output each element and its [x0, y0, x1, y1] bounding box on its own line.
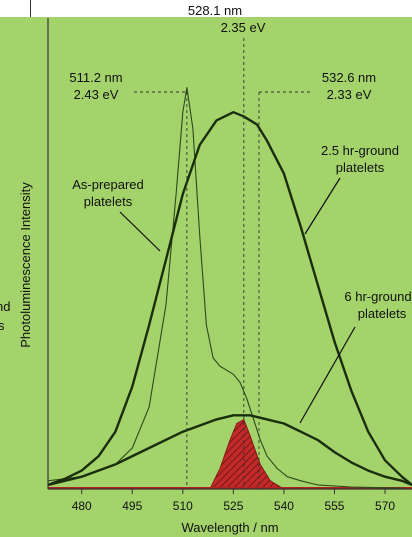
- marker-2-energy: 2.33 eV: [327, 87, 372, 102]
- annotation-as-prepared-line-1: As-prepared: [72, 177, 144, 192]
- x-tick-label-1: 495: [122, 499, 142, 513]
- x-tick-label-0: 480: [72, 499, 92, 513]
- marker-label-2: 532.6 nm 2.33 eV: [322, 70, 376, 102]
- marker-2-wavelength: 532.6 nm: [322, 70, 376, 85]
- series-line-0: [47, 87, 406, 489]
- annotation-as-prepared-line-2: platelets: [84, 194, 133, 209]
- left-fragment-2: nd: [0, 299, 10, 314]
- top-white-strip: [0, 0, 412, 17]
- annotation-6hr-line-2: platelets: [358, 306, 407, 321]
- series-line-2: [47, 414, 412, 487]
- x-axis-title: Wavelength / nm: [181, 520, 278, 535]
- x-tick-label-5: 555: [324, 499, 344, 513]
- marker-label-0: 511.2 nm 2.43 eV: [69, 70, 122, 102]
- left-fragment-1: l: [0, 150, 1, 165]
- marker-1-energy: 2.35 eV: [221, 20, 266, 35]
- marker-label-1: 528.1 nm 2.35 eV: [188, 3, 266, 35]
- x-tick-label-2: 510: [173, 499, 193, 513]
- left-fragment-3: s: [0, 318, 5, 333]
- y-axis-title: Photoluminescence Intensity: [18, 182, 33, 348]
- marker-1-wavelength: 528.1 nm: [188, 3, 242, 18]
- annotation-2-5hr-line-1: 2.5 hr-ground: [321, 143, 399, 158]
- annotation-6hr-arrow: [299, 326, 356, 424]
- x-tick-label-4: 540: [274, 499, 294, 513]
- annotation-6hr-line-1: 6 hr-ground: [344, 289, 411, 304]
- annotation-2-5hr-line-2: platelets: [336, 160, 385, 175]
- series-overlap-fill: [209, 418, 286, 490]
- marker-0-energy: 2.43 eV: [74, 87, 119, 102]
- x-tick-label-3: 525: [223, 499, 243, 513]
- x-tick-label-6: 570: [375, 499, 395, 513]
- marker-0-wavelength: 511.2 nm: [69, 70, 122, 85]
- annotation-as-prepared-arrow: [119, 211, 161, 252]
- series-line-1: [47, 111, 412, 487]
- annotation-2-5hr-arrow: [304, 177, 341, 235]
- top-strip-rule: [30, 0, 31, 17]
